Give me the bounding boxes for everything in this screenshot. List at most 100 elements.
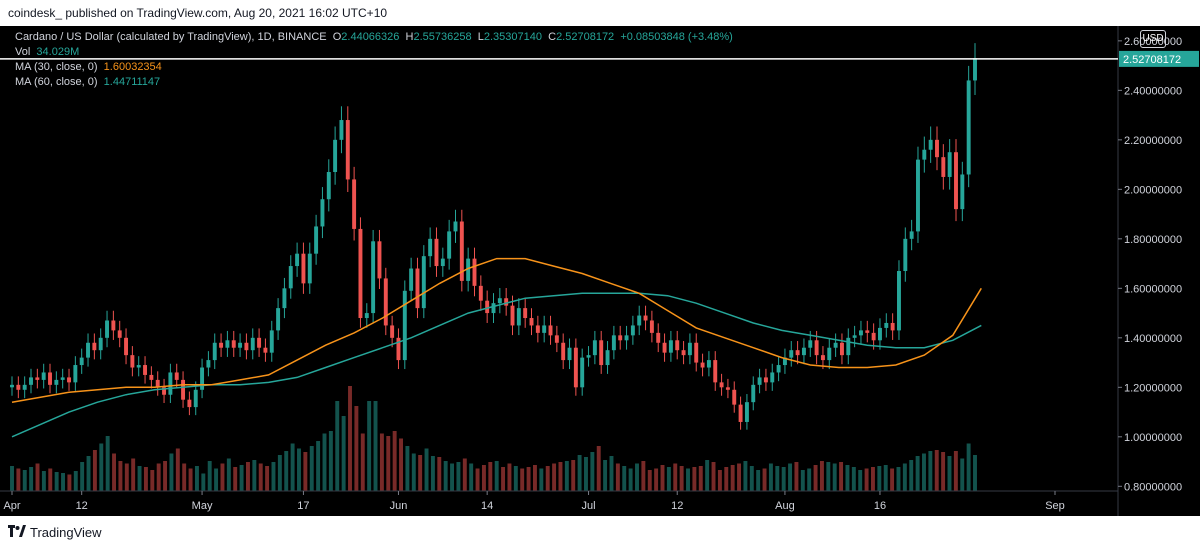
volume-bar (603, 460, 608, 491)
candle-body (263, 347, 268, 353)
currency-button[interactable]: USD (1140, 30, 1166, 48)
candle-body (92, 342, 97, 351)
price-chart[interactable]: 2.60000000 2.40000000 2.20000000 2.00000000… (0, 26, 1200, 516)
candle-body (459, 221, 464, 281)
volume-bar (698, 466, 703, 491)
candle-body (143, 365, 148, 375)
volume-bar (150, 470, 155, 491)
symbol-title[interactable]: Cardano / US Dollar (calculated by Tradi… (15, 31, 327, 43)
tradingview-logo-icon[interactable] (8, 524, 26, 538)
ma60-label[interactable]: MA (60, close, 0) (15, 76, 98, 88)
candle-body (858, 330, 863, 336)
volume-bar (41, 471, 46, 491)
y-tick-label: 1.80000000 (1124, 234, 1182, 246)
candle-body (656, 332, 661, 343)
volume-bar (788, 463, 793, 491)
candle-body (54, 379, 59, 385)
candle-body (86, 342, 90, 358)
volume-bar (182, 463, 187, 491)
volume-bar (175, 448, 180, 491)
chart-area[interactable]: 2.60000000 2.40000000 2.20000000 2.00000000… (0, 26, 1200, 516)
volume-bar (794, 462, 799, 491)
vol-label[interactable]: Vol (15, 46, 31, 58)
candle-body (29, 377, 33, 385)
volume-bar (858, 470, 863, 491)
candle-body (852, 335, 857, 338)
candle-body (903, 238, 908, 271)
volume-bar (654, 468, 659, 491)
candle-body (402, 290, 407, 361)
volume-bar (437, 457, 442, 491)
candle-body (396, 337, 401, 361)
candle-body (542, 325, 547, 333)
price-change: +0.08503848 (+3.48%) (620, 31, 733, 43)
volume-bar (596, 446, 601, 491)
volume-bar (851, 467, 856, 491)
volume-bar (743, 461, 748, 491)
volume-bar (577, 455, 582, 491)
x-tick-label: 16 (874, 500, 886, 512)
ma30-label[interactable]: MA (30, close, 0) (15, 61, 98, 73)
vol-value: 34.029M (36, 46, 80, 58)
volume-bar (73, 471, 78, 491)
y-tick-label: 2.40000000 (1124, 85, 1182, 97)
candle-body (935, 139, 939, 158)
candle-body (181, 379, 186, 400)
candle-body (79, 357, 84, 366)
volume-bar (443, 461, 448, 491)
volume-bar (909, 460, 914, 491)
ohlc-l-value: 2.35307140 (483, 31, 542, 43)
volume-bar (201, 473, 206, 491)
x-tick-label: 12 (671, 500, 683, 512)
volume-bar (902, 463, 907, 491)
volume-bar (341, 416, 346, 491)
candle-body (751, 384, 756, 403)
volume-bar (507, 463, 512, 491)
candle-body (478, 285, 483, 301)
candle-body (814, 340, 819, 356)
candle-body (60, 377, 65, 380)
candle-body (282, 288, 287, 309)
last-price-badge (1119, 50, 1199, 67)
candle-body (966, 80, 971, 175)
volume-bar (494, 461, 499, 491)
candle-body (320, 199, 325, 227)
volume-bar (462, 458, 467, 491)
volume-bar (92, 450, 97, 491)
volume-bar (947, 456, 952, 491)
volume-bar (845, 465, 850, 491)
volume-bar (819, 461, 824, 491)
volume-bar (807, 468, 812, 491)
ma30-value: 1.60032354 (103, 61, 162, 73)
published-text: coindesk_ published on TradingView.com, … (8, 6, 388, 20)
volume-bar (724, 467, 729, 491)
tradingview-brand[interactable]: TradingView (30, 525, 102, 540)
candle-body (345, 120, 350, 180)
candle-body (155, 379, 160, 388)
candle-body (567, 347, 572, 361)
candle-body (871, 332, 876, 341)
candle-body (801, 347, 806, 356)
volume-bar (239, 465, 244, 491)
candle-body (624, 335, 629, 341)
volume-bar (890, 468, 895, 491)
candle-body (744, 402, 749, 422)
candle-body (206, 360, 211, 368)
candle-body (98, 337, 103, 351)
volume-bar (711, 462, 716, 491)
volume-bar (501, 467, 506, 491)
symbol-row: Cardano / US Dollar (calculated by Tradi… (15, 30, 733, 45)
volume-bar (354, 406, 359, 491)
candle-body (713, 360, 718, 383)
ohlc-h-value: 2.55736258 (413, 31, 472, 43)
candle-body (415, 268, 420, 309)
candle-body (238, 342, 243, 348)
candle-body (117, 330, 122, 338)
candle-body (453, 221, 458, 232)
volume-bar (258, 463, 263, 491)
volume-bar (143, 467, 148, 491)
candle-body (592, 340, 597, 356)
candle-body (301, 253, 306, 284)
ma30-line (11, 257, 982, 403)
footer: TradingView (0, 516, 1200, 546)
